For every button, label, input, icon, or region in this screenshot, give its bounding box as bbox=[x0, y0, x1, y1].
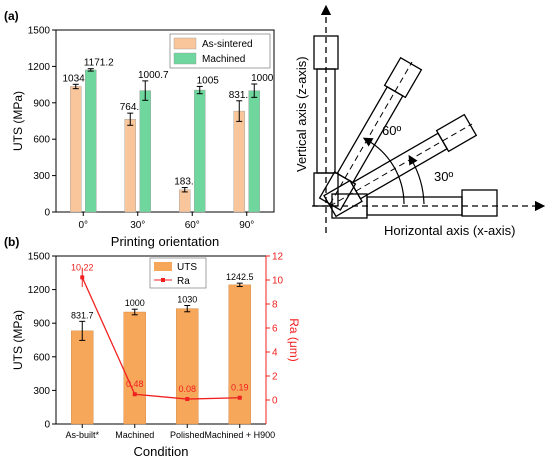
x-axis-title-a: Printing orientation bbox=[111, 234, 219, 249]
x-tick-label-a: 60° bbox=[185, 220, 200, 231]
legend-swatch-a bbox=[173, 52, 197, 65]
x-axis-title-b: Condition bbox=[134, 444, 189, 459]
bar-b-uts bbox=[228, 284, 251, 425]
x-tick-label-b: Polished bbox=[170, 430, 205, 440]
y2-tick-label-b: 0 bbox=[272, 396, 278, 407]
bar-a-as-sintered bbox=[70, 86, 82, 213]
y-tick-label-b: 1200 bbox=[28, 285, 51, 296]
data-label-a: 1000.7 bbox=[138, 70, 169, 81]
x-tick-label-b: Machined + H900 bbox=[204, 430, 275, 440]
x-tick-label-a: 30° bbox=[130, 220, 145, 231]
data-label-b-ra: 0.08 bbox=[178, 384, 196, 394]
data-label-b-uts: 1242.5 bbox=[226, 272, 254, 282]
bar-a-machined bbox=[85, 69, 97, 213]
y2-tick-label-b: 6 bbox=[272, 324, 278, 335]
plot-frame-a bbox=[55, 29, 275, 213]
y-tick-label-b: 600 bbox=[33, 352, 50, 363]
x-tick-label-a: 90° bbox=[239, 220, 254, 231]
legend-marker-b-ra bbox=[161, 278, 165, 282]
arc-30 bbox=[408, 154, 425, 205]
panel-label-a: (a) bbox=[4, 9, 19, 23]
y-tick-label-a: 1500 bbox=[28, 26, 51, 37]
y2-tick-label-b: 8 bbox=[272, 300, 278, 311]
vertical-specimen-grip-bottom bbox=[313, 172, 339, 207]
panel-label-b: (b) bbox=[4, 235, 19, 249]
bar-a-as-sintered bbox=[233, 110, 245, 213]
legend-swatch-a bbox=[173, 37, 197, 50]
bar-a-machined bbox=[248, 90, 260, 213]
chart-a: (a) 0 300 600 900 1200 1500 0° 1034.5 1171.2 30° 7… bbox=[4, 9, 275, 249]
data-label-b-uts: 1000 bbox=[125, 298, 145, 308]
y-tick-label-b: 1500 bbox=[28, 252, 51, 263]
bar-b-uts bbox=[71, 330, 94, 425]
x-tick-label-b: As-built* bbox=[65, 430, 99, 440]
y2-tick-label-b: 4 bbox=[272, 348, 278, 359]
data-label-a: 1171.2 bbox=[84, 58, 114, 69]
y-tick-label-a: 0 bbox=[44, 208, 50, 219]
data-label-b-ra: 0.19 bbox=[231, 383, 249, 393]
angle-30-label: 30º bbox=[434, 169, 453, 184]
y-tick-label-b: 0 bbox=[44, 420, 50, 431]
data-label-b-uts: 831.7 bbox=[71, 310, 94, 320]
y-axis-title-a: UTS (MPa) bbox=[11, 91, 25, 151]
horizontal-specimen-grip-right bbox=[461, 189, 498, 217]
legend-label-a: Machined bbox=[202, 54, 245, 65]
legend-label-b-ra: Ra bbox=[177, 276, 190, 287]
y-tick-label-a: 300 bbox=[33, 171, 50, 182]
legend-swatch-b-uts bbox=[154, 262, 172, 271]
x-tick-label-b: Machined bbox=[115, 430, 154, 440]
y2-tick-label-b: 12 bbox=[272, 252, 284, 263]
data-label-a: 1034.5 bbox=[62, 73, 93, 84]
bar-a-machined bbox=[194, 89, 206, 213]
data-label-a: 1005 bbox=[197, 75, 220, 86]
bar-a-as-sintered bbox=[124, 119, 136, 213]
bar-b-uts bbox=[123, 311, 146, 425]
centerline-30 bbox=[329, 123, 473, 207]
vertical-axis-label: Vertical axis (z-axis) bbox=[294, 56, 309, 172]
y-tick-label-a: 1200 bbox=[28, 62, 51, 73]
y2-axis-title-b: Ra (μm) bbox=[287, 318, 301, 362]
data-label-b-uts: 1030 bbox=[177, 295, 197, 305]
y2-tick-label-b: 2 bbox=[272, 372, 278, 383]
data-label-b-ra: 10.22 bbox=[71, 262, 94, 272]
x-tick-label-a: 0° bbox=[78, 220, 88, 231]
data-label-b-ra: 0.48 bbox=[126, 379, 144, 389]
y-tick-label-b: 900 bbox=[33, 319, 50, 330]
horizontal-axis-label: Horizontal axis (x-axis) bbox=[384, 223, 515, 238]
ra-line-b bbox=[81, 277, 240, 400]
data-label-a: 764.7 bbox=[120, 102, 145, 113]
y-tick-label-a: 900 bbox=[33, 98, 50, 109]
legend-label-b-uts: UTS bbox=[177, 262, 197, 273]
orientation-diagram: 60º 30º Vertical axis (z-axis) Horizonta… bbox=[294, 4, 546, 238]
bar-b-uts bbox=[176, 308, 199, 425]
chart-b: (b) 0 300 600 900 1200 1500 0 2 4 6 8 10 12 As-built*… bbox=[4, 235, 301, 459]
bar-a-machined bbox=[139, 90, 151, 213]
data-label-a: 831.7 bbox=[229, 90, 254, 101]
angle-60-label: 60º bbox=[382, 123, 401, 138]
y-axis-title-b: UTS (MPa) bbox=[11, 310, 25, 370]
data-label-a: 183.5 bbox=[174, 177, 199, 188]
y2-tick-label-b: 10 bbox=[272, 276, 284, 287]
bar-a-as-sintered bbox=[179, 189, 191, 213]
arc-60 bbox=[362, 137, 405, 205]
data-label-a: 1000 bbox=[251, 73, 274, 84]
centerline-60 bbox=[329, 61, 413, 205]
y-tick-label-b: 300 bbox=[33, 386, 50, 397]
y-tick-label-a: 600 bbox=[33, 135, 50, 146]
legend-label-a: As-sintered bbox=[202, 39, 253, 50]
